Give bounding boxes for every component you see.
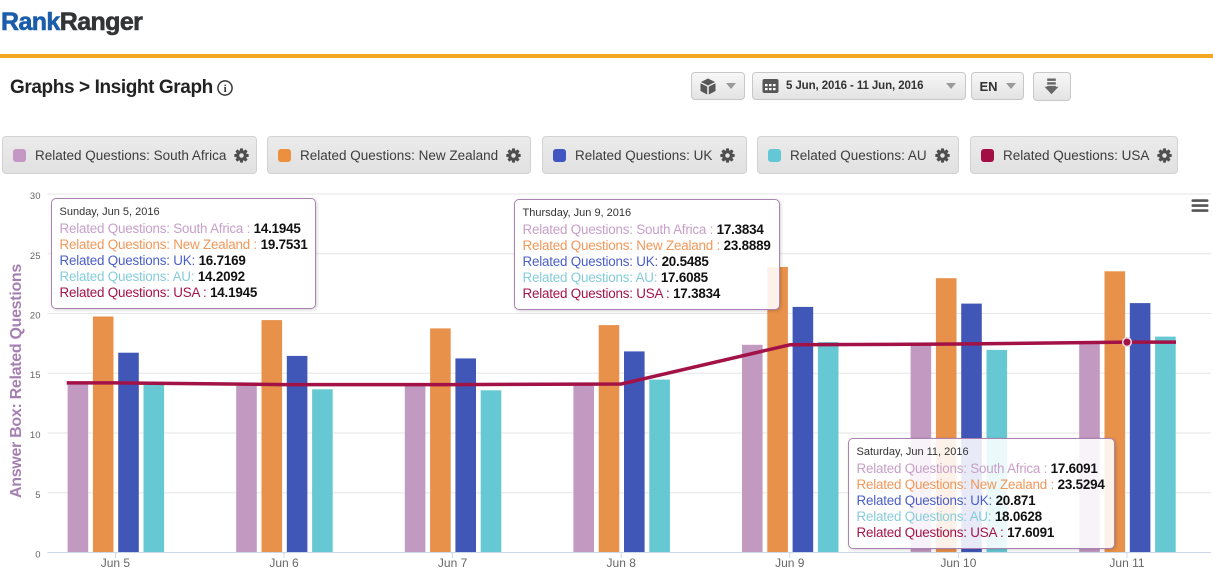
svg-text:Jun 9: Jun 9 bbox=[775, 556, 805, 570]
svg-text:Jun 6: Jun 6 bbox=[269, 556, 299, 570]
svg-text:Jun 8: Jun 8 bbox=[607, 556, 637, 570]
svg-text:Jun 10: Jun 10 bbox=[940, 556, 976, 570]
svg-text:Jun 11: Jun 11 bbox=[1109, 556, 1144, 570]
svg-text:10: 10 bbox=[30, 430, 41, 441]
svg-text:0: 0 bbox=[35, 550, 40, 561]
svg-text:25: 25 bbox=[30, 251, 41, 262]
svg-text:Jun 5: Jun 5 bbox=[101, 556, 131, 570]
svg-text:i: i bbox=[224, 83, 227, 95]
svg-text:15: 15 bbox=[30, 370, 41, 381]
svg-text:30: 30 bbox=[30, 191, 41, 202]
svg-text:Jun 7: Jun 7 bbox=[438, 556, 468, 570]
svg-text:5: 5 bbox=[35, 490, 40, 501]
svg-text:20: 20 bbox=[30, 311, 41, 322]
svg-text:Answer Box: Related Questions: Answer Box: Related Questions bbox=[8, 264, 25, 498]
